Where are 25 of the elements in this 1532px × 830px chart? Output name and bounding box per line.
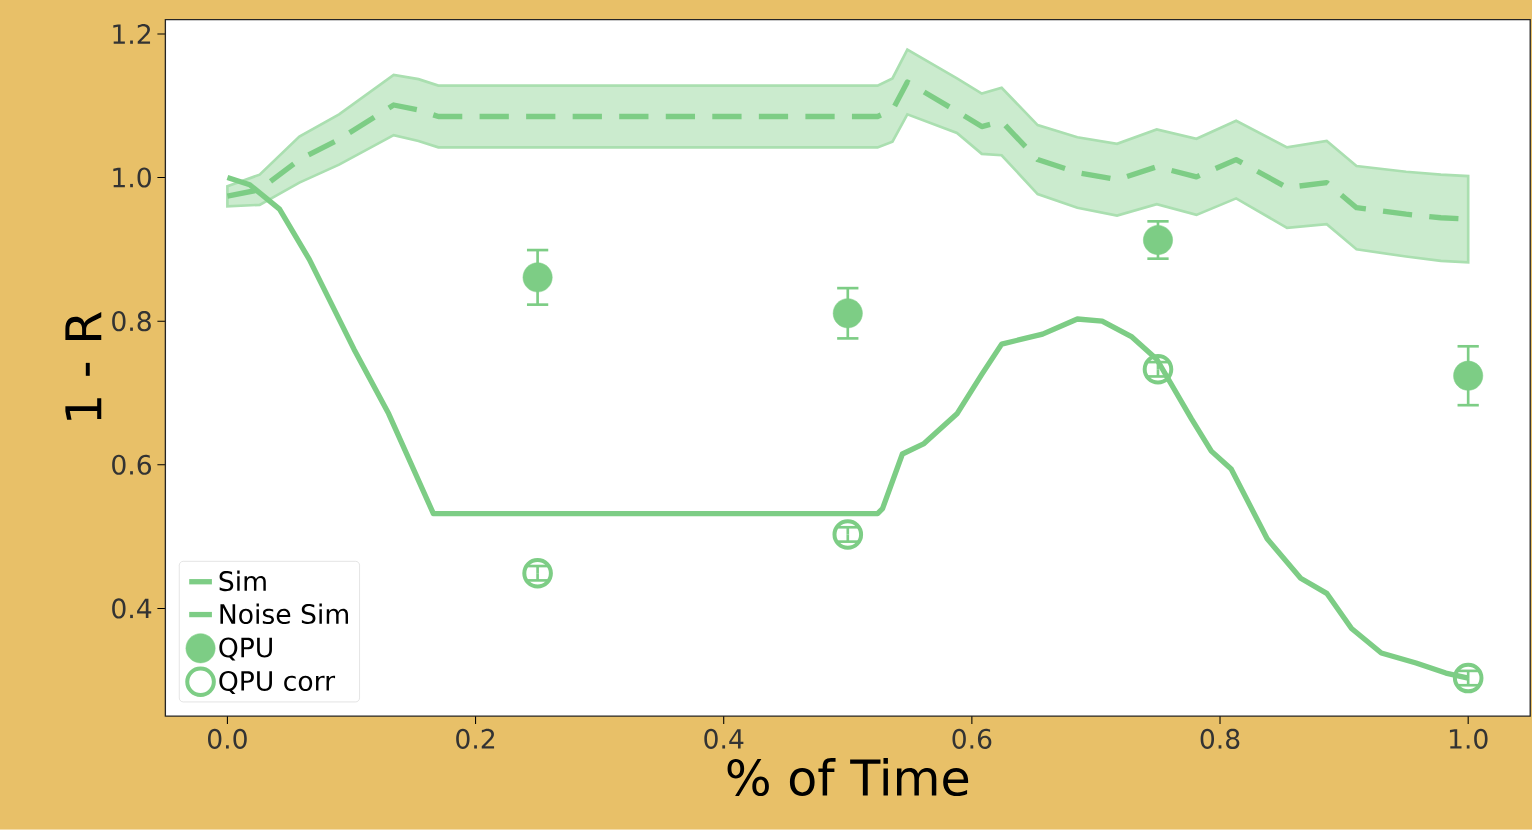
point: [522, 558, 553, 589]
x-tick-label: 0.8: [1200, 728, 1240, 749]
y-tick-label: 1.2: [113, 24, 151, 44]
x-tick-label: 0.4: [704, 728, 744, 749]
y-tick-label: 1.0: [113, 167, 151, 188]
point: [1143, 225, 1173, 255]
point: [1142, 354, 1174, 385]
point: [1452, 662, 1484, 694]
x-axis-title: % of Time: [727, 758, 969, 797]
x-tick-label: 1.0: [1449, 728, 1488, 749]
y-tick-label: 0.8: [112, 311, 151, 332]
y-axis-title: 1 - R: [65, 312, 102, 420]
legend-label: QPU: [219, 637, 272, 661]
point: [522, 262, 553, 293]
point: [832, 519, 864, 550]
x-tick-label: 0.2: [456, 728, 495, 749]
y-tick-label: 0.6: [112, 454, 152, 475]
x-tick-label: 0.0: [208, 728, 247, 749]
legend-label: Sim: [219, 570, 266, 592]
x-tick-label: 0.6: [952, 728, 992, 749]
y-tick-label: 0.4: [112, 598, 152, 619]
legend-label: Noise Sim: [220, 603, 348, 625]
point: [832, 298, 863, 329]
legend-label: QPU corr: [219, 670, 336, 695]
point: [1453, 360, 1484, 391]
